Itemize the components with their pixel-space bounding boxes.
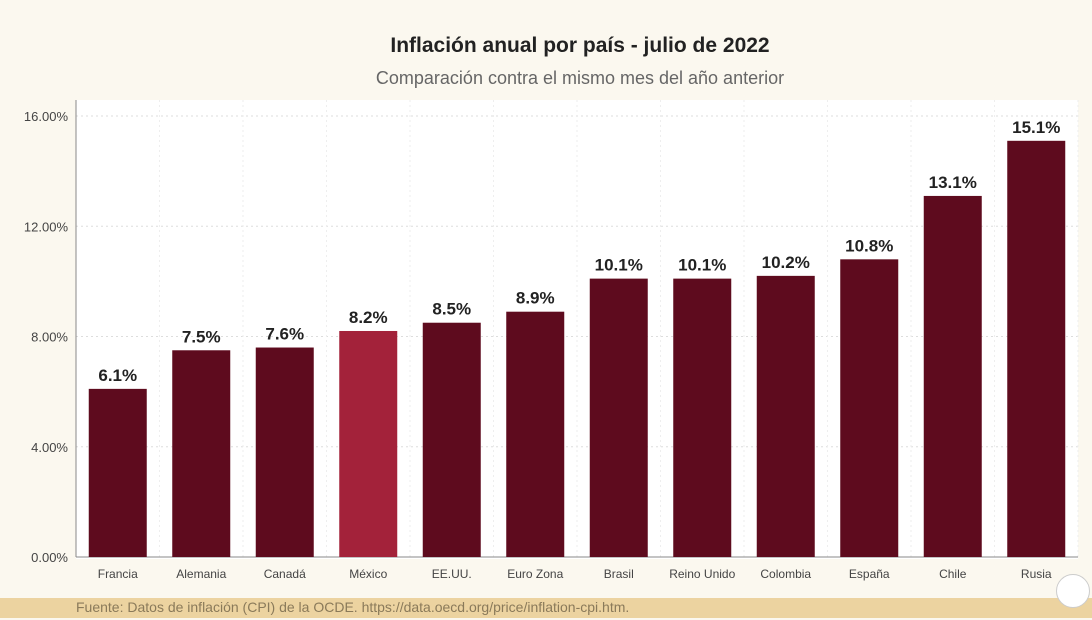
- bar-ee-uu-: [422, 322, 481, 557]
- y-tick-label: 8.00%: [31, 330, 68, 345]
- x-tick-label: México: [349, 567, 387, 581]
- bar-m-xico: [339, 330, 398, 557]
- bar-rusia: [1007, 140, 1066, 557]
- x-tick-label: Francia: [98, 567, 138, 581]
- bar-euro-zona: [506, 311, 565, 557]
- x-tick-label: España: [849, 567, 890, 581]
- bar-brasil: [589, 278, 648, 557]
- x-tick-label: EE.UU.: [432, 567, 472, 581]
- y-tick-label: 0.00%: [31, 550, 68, 565]
- data-label: 10.2%: [762, 253, 810, 272]
- x-tick-label: Canadá: [264, 567, 306, 581]
- footer-bar: Fuente: Datos de inflación (CPI) de la O…: [0, 598, 1092, 618]
- chart-title: Inflación anual por país - julio de 2022: [390, 34, 770, 57]
- data-label: 6.1%: [98, 366, 137, 385]
- chart-subtitle: Comparación contra el mismo mes del año …: [375, 68, 785, 88]
- data-label: 8.2%: [349, 308, 388, 327]
- bar-chile: [923, 195, 982, 557]
- seal-logo: [1056, 574, 1090, 608]
- data-label: 7.6%: [265, 325, 304, 344]
- bar-reino-unido: [673, 278, 732, 557]
- x-tick-label: Rusia: [1021, 567, 1052, 581]
- data-label: 8.5%: [432, 300, 471, 319]
- bar-francia: [88, 388, 147, 557]
- y-tick-label: 12.00%: [24, 219, 69, 234]
- x-tick-label: Alemania: [176, 567, 226, 581]
- x-tick-label: Reino Unido: [669, 567, 735, 581]
- x-tick-label: Brasil: [604, 567, 634, 581]
- x-tick-label: Colombia: [760, 567, 811, 581]
- bar-alemania: [172, 350, 231, 557]
- y-tick-label: 4.00%: [31, 440, 68, 455]
- bar-colombia: [756, 275, 815, 557]
- data-label: 10.1%: [678, 256, 726, 275]
- data-label: 7.5%: [182, 327, 221, 346]
- x-tick-label: Euro Zona: [507, 567, 563, 581]
- y-tick-label: 16.00%: [24, 109, 69, 124]
- bar-canad-: [255, 347, 314, 557]
- data-label: 10.8%: [845, 236, 893, 255]
- data-label: 8.9%: [516, 289, 555, 308]
- data-label: 13.1%: [929, 173, 977, 192]
- data-label: 10.1%: [595, 256, 643, 275]
- data-label: 15.1%: [1012, 118, 1060, 137]
- bar-espa-a: [840, 259, 899, 557]
- x-tick-label: Chile: [939, 567, 967, 581]
- source-note: Fuente: Datos de inflación (CPI) de la O…: [76, 599, 630, 615]
- bar-chart: 0.00% 4.00% 8.00% 12.00% 16.00% 6.1% Francia 7.…: [24, 100, 1079, 581]
